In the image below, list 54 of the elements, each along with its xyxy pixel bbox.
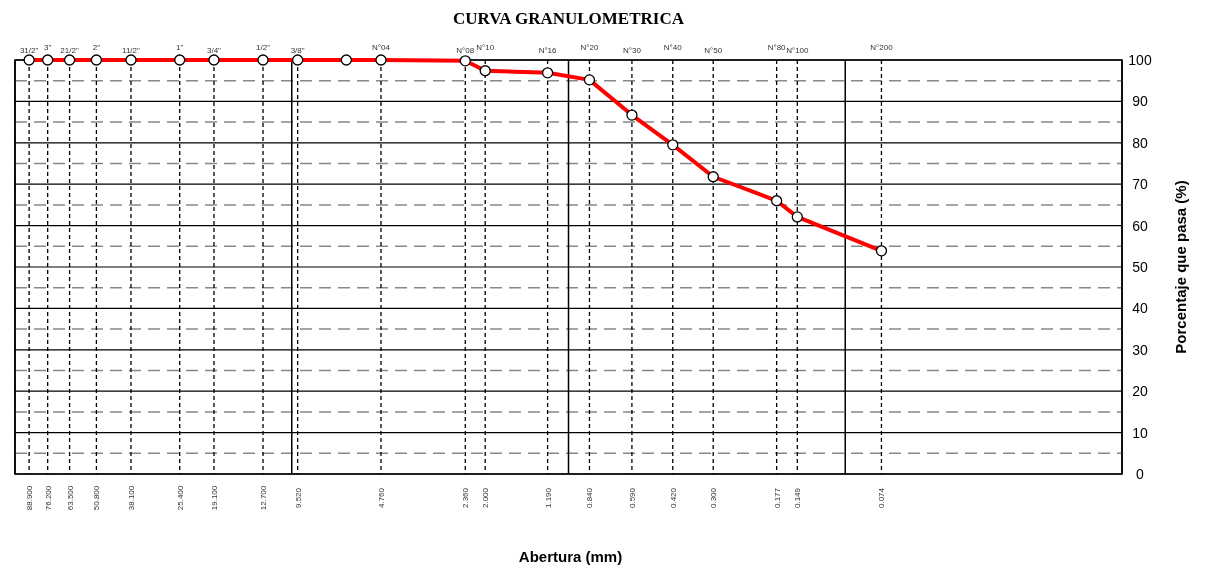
x-tick-label: 0.300	[709, 487, 719, 509]
y-tick-label: 0	[1136, 466, 1145, 482]
text: 3/8"	[290, 46, 305, 55]
y-tick-label: 30	[1132, 341, 1148, 358]
x-tick-label: 76.200	[43, 485, 53, 511]
x-tick-label: 50.800	[92, 485, 102, 511]
text: 1/2"	[256, 43, 271, 52]
y-tick-label: 20	[1132, 383, 1148, 400]
text: 2"	[92, 43, 101, 52]
x-tick-label: 9.520	[293, 487, 303, 509]
x-axis-title: Abertura (mm)	[518, 548, 623, 565]
text: 1"	[176, 43, 184, 52]
x-tick-label: 38.100	[126, 485, 136, 511]
y-tick-label: 80	[1132, 134, 1148, 151]
y-tick-label: 60	[1132, 217, 1148, 234]
x-tick-label: 0.177	[772, 487, 782, 509]
text: 11/2"	[122, 46, 141, 55]
x-tick-label: 0.840	[585, 487, 595, 509]
x-tick-label: 25.400	[175, 485, 185, 511]
chart-title: CURVA GRANULOMETRICA	[453, 9, 685, 28]
x-tick-label: 0.590	[627, 487, 637, 509]
text: N°08	[456, 46, 475, 55]
x-tick-label: 2.360	[461, 487, 471, 509]
text: 21/2"	[60, 46, 79, 55]
text: N°80	[767, 43, 787, 52]
text: 31/2"	[19, 46, 39, 55]
y-tick-label: 50	[1132, 259, 1148, 275]
text: N°30	[622, 46, 642, 55]
x-tick-label: 63.500	[65, 485, 75, 511]
text: N°16	[538, 46, 558, 55]
x-tick-label: 1.190	[543, 487, 553, 509]
x-tick-label: 0.420	[668, 487, 678, 509]
x-tick-label: 19.100	[209, 485, 219, 511]
x-tick-label: 4.760	[376, 487, 386, 509]
x-tick-label: 88.900	[25, 485, 35, 511]
text: N°04	[372, 43, 391, 52]
y-tick-label: 100	[1128, 52, 1152, 68]
x-tick-label: 0.074	[877, 487, 887, 509]
x-tick-label: 12.700	[259, 485, 269, 511]
text: 3"	[44, 43, 52, 52]
text: N°100	[786, 46, 810, 55]
text: N°40	[663, 43, 683, 52]
text: N°10	[476, 43, 495, 52]
text: 3/4"	[206, 46, 222, 55]
text: N°20	[580, 43, 599, 52]
y-tick-label: 10	[1132, 424, 1148, 441]
x-tick-label: 0.149	[793, 487, 803, 509]
text: N°50	[704, 46, 723, 55]
y-tick-label: 70	[1132, 176, 1148, 193]
y-tick-label: 40	[1132, 300, 1148, 317]
y-axis-title: Porcentaje que pasa (%)	[1172, 180, 1189, 354]
x-tick-label: 2.000	[481, 487, 491, 509]
y-tick-label: 90	[1132, 93, 1148, 110]
text: N°200	[870, 43, 894, 52]
